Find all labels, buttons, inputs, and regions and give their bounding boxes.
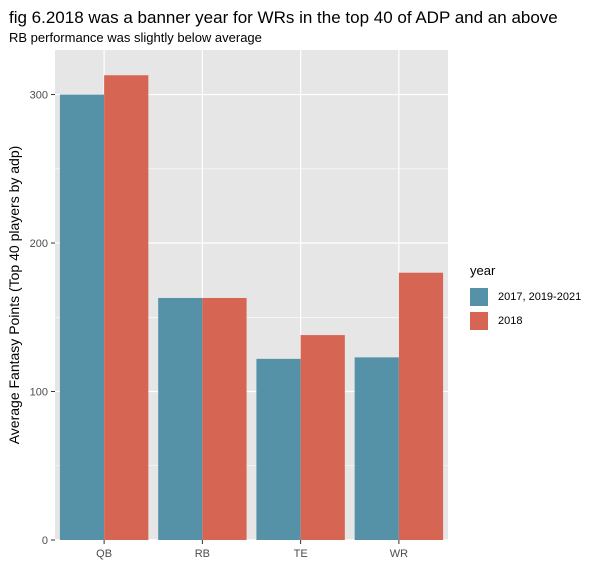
bar-wr-series-1 xyxy=(354,357,399,540)
bar-rb-series-1 xyxy=(158,297,203,540)
bar-qb-series-1 xyxy=(59,94,105,540)
legend-item-series-1: 2017, 2019-2021 xyxy=(470,285,581,309)
bar-rb-series-2 xyxy=(202,297,247,540)
legend-key-series-1 xyxy=(470,288,488,306)
y-axis-label: Average Fantasy Points (Top 40 players b… xyxy=(6,146,22,445)
bar-te-series-1 xyxy=(256,358,301,540)
y-tick-label: 200 xyxy=(30,238,48,250)
x-tick-label: QB xyxy=(96,548,112,560)
legend-item-series-2: 2018 xyxy=(470,309,581,333)
x-tick-label: WR xyxy=(390,548,408,560)
bar-qb-series-2 xyxy=(104,75,149,540)
legend-label-series-1: 2017, 2019-2021 xyxy=(498,291,582,303)
x-tick-label: RB xyxy=(195,548,210,560)
bar-te-series-2 xyxy=(300,335,345,540)
legend-label-series-2: 2018 xyxy=(498,315,523,327)
legend: year 2017, 2019-2021 2018 xyxy=(470,263,581,333)
y-tick-label: 100 xyxy=(30,387,48,399)
chart-title: fig 6.2018 was a banner year for WRs in … xyxy=(9,8,558,27)
bar-wr-series-2 xyxy=(398,272,444,540)
chart-subtitle: RB performance was slightly below averag… xyxy=(9,30,262,45)
x-tick-label: TE xyxy=(294,548,308,560)
legend-key-series-2 xyxy=(470,312,488,330)
y-tick-label: 300 xyxy=(30,90,48,102)
legend-title: year xyxy=(470,263,496,278)
y-tick-label: 0 xyxy=(42,535,48,547)
